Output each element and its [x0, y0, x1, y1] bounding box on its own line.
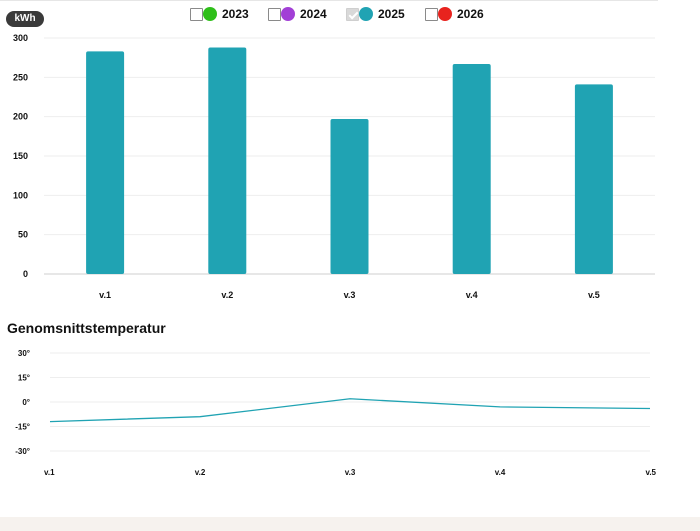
temp-x-tick-label: v.1	[44, 468, 55, 477]
y-tick-label: 0	[23, 269, 28, 279]
green-dot-icon	[203, 7, 217, 21]
unit-badge: kWh	[6, 11, 44, 27]
y-tick-label: 150	[13, 151, 28, 161]
y-tick-label: 100	[13, 190, 28, 200]
y-tick-label: 200	[13, 112, 28, 122]
legend-checkbox-2026[interactable]	[425, 7, 438, 21]
temp-x-tick-label: v.4	[495, 468, 506, 477]
temp-y-tick-label: 0°	[22, 398, 30, 407]
x-tick-label: v.2	[221, 290, 233, 300]
temp-y-tick-label: -15°	[15, 423, 30, 432]
legend-label-2024: 2024	[300, 7, 327, 21]
temp-x-tick-label: v.5	[645, 468, 656, 477]
x-tick-label: v.1	[99, 290, 111, 300]
energy-bar-chart: 0 50 100 150 200 250 300 v.1 v.2 v.3 v.4 v.5	[13, 33, 655, 300]
temp-y-tick-label: 15°	[18, 374, 30, 383]
temp-y-tick-label: -30°	[15, 447, 30, 456]
bar-v2	[208, 47, 247, 274]
x-tick-label: v.5	[588, 290, 600, 300]
footer-band	[0, 517, 700, 531]
legend-checkbox-2025[interactable]	[346, 7, 359, 21]
legend-checkbox-2024[interactable]	[268, 7, 281, 21]
bar-v4	[452, 63, 491, 275]
top-divider	[0, 0, 658, 1]
legend-label-2026: 2026	[457, 7, 484, 21]
legend-item-2023[interactable]: 2023	[190, 6, 249, 22]
x-tick-label: v.3	[344, 290, 356, 300]
legend-item-2026[interactable]: 2026	[425, 6, 484, 22]
legend-label-2025: 2025	[378, 7, 405, 21]
temp-x-tick-label: v.3	[345, 468, 356, 477]
legend-checkbox-2023[interactable]	[190, 7, 203, 21]
y-tick-label: 300	[13, 33, 28, 43]
y-tick-label: 50	[18, 230, 28, 240]
temperature-series-line	[49, 398, 651, 423]
temperature-chart-title: Genomsnittstemperatur	[7, 320, 166, 336]
teal-dot-icon	[359, 7, 373, 21]
purple-dot-icon	[281, 7, 295, 21]
x-tick-label: v.4	[466, 290, 478, 300]
temp-y-tick-label: 30°	[18, 349, 30, 358]
temperature-line-chart: 30° 15° 0° -15° -30° v.1 v.2 v.3 v.4 v.5	[15, 349, 656, 477]
legend-item-2024[interactable]: 2024	[268, 6, 327, 22]
bar-v1	[86, 51, 125, 274]
legend-item-2025[interactable]: 2025	[346, 6, 405, 22]
chart-legend: 2023 2024 2025 2026	[0, 0, 700, 30]
y-tick-label: 250	[13, 72, 28, 82]
temp-x-tick-label: v.2	[195, 468, 206, 477]
bar-v5	[574, 84, 613, 274]
red-dot-icon	[438, 7, 452, 21]
bar-v3	[330, 119, 369, 274]
legend-label-2023: 2023	[222, 7, 249, 21]
